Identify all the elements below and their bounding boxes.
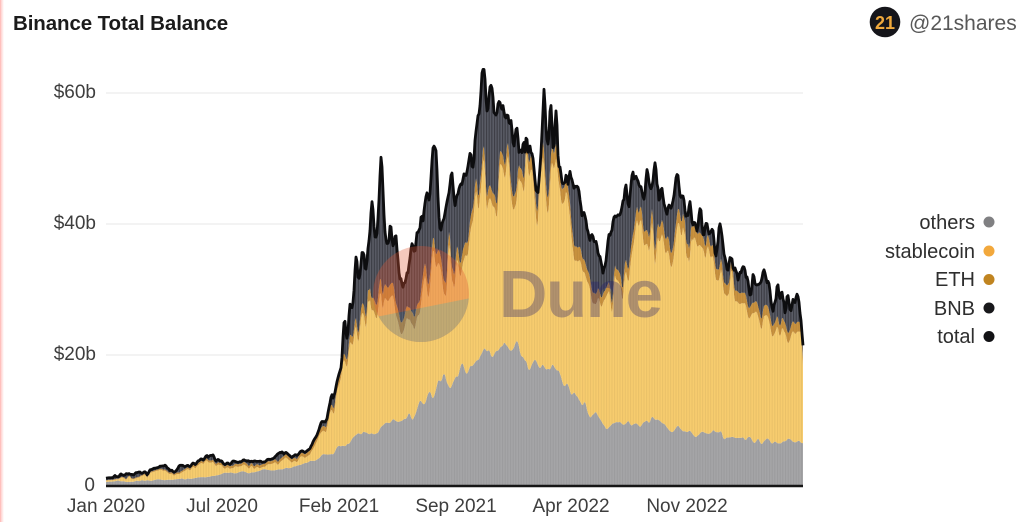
svg-text:Binance Total Balance: Binance Total Balance [13, 12, 228, 35]
svg-text:stablecoin: stablecoin [885, 241, 975, 263]
svg-text:Jul 2020: Jul 2020 [186, 496, 258, 517]
svg-text:0: 0 [84, 475, 95, 496]
svg-text:total: total [937, 326, 975, 348]
svg-text:Apr 2022: Apr 2022 [532, 496, 609, 517]
svg-text:$40b: $40b [54, 213, 96, 234]
svg-text:$60b: $60b [54, 82, 96, 103]
svg-text:$20b: $20b [54, 344, 96, 365]
svg-text:BNB: BNB [934, 298, 975, 320]
svg-text:Jan 2020: Jan 2020 [67, 496, 145, 517]
svg-text:others: others [919, 212, 975, 234]
svg-text:Nov 2022: Nov 2022 [646, 496, 727, 517]
svg-text:Feb 2021: Feb 2021 [299, 496, 379, 517]
svg-text:Dune: Dune [499, 257, 662, 332]
svg-text:@21shares: @21shares [909, 12, 1017, 35]
svg-text:ETH: ETH [935, 269, 975, 291]
svg-text:21: 21 [875, 13, 895, 33]
svg-text:Sep 2021: Sep 2021 [415, 496, 496, 517]
